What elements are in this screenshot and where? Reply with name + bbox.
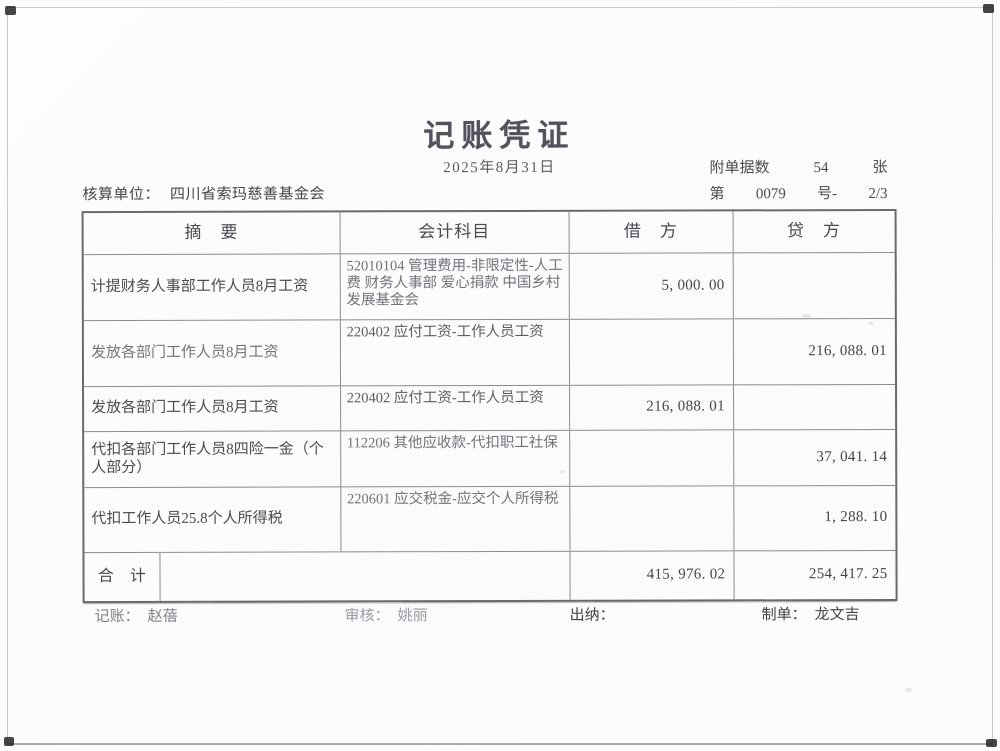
row-credit: 216, 088. 01 xyxy=(734,319,895,384)
table-row: 发放各部门工作人员8月工资 220402 应付工资-工作人员工资 216, 08… xyxy=(84,385,895,432)
row-subject: 112206 其他应收款-代扣职工社保 xyxy=(341,431,570,487)
row-subject: 220402 应付工资-工作人员工资 xyxy=(341,386,570,431)
reviewer-name: 姚丽 xyxy=(398,608,428,624)
total-debit: 415, 976. 02 xyxy=(570,551,734,599)
preparer-name: 龙文吉 xyxy=(815,607,860,623)
voucher-title: 记账凭证 xyxy=(0,109,999,157)
page-indicator: 2/3 xyxy=(868,186,887,203)
preparer-label: 制单： xyxy=(762,607,807,623)
row-debit xyxy=(569,319,733,384)
cashier-signature: 出纳： xyxy=(570,604,623,625)
signature-footer: 记账： 赵蓓 审核： 姚丽 出纳： 制单： 龙文吉 xyxy=(83,603,898,631)
row-summary: 发放各部门工作人员8月工资 xyxy=(84,320,341,386)
reviewer-signature: 审核： 姚丽 xyxy=(345,604,428,625)
row-credit: 37, 041. 14 xyxy=(734,430,895,485)
unit-label: 核算单位： xyxy=(83,187,161,203)
table-row: 代扣各部门工作人员8四险一金（个人部分） 112206 其他应收款-代扣职工社保… xyxy=(84,430,895,488)
header-summary: 摘 要 xyxy=(84,212,341,254)
row-debit: 5, 000. 00 xyxy=(569,253,733,318)
row-summary: 代扣工作人员25.8个人所得税 xyxy=(84,487,341,552)
table-total-row: 合 计 415, 976. 02 254, 417. 25 xyxy=(84,551,895,601)
total-label: 合 计 xyxy=(84,553,160,601)
preparer-signature: 制单： 龙文吉 xyxy=(762,603,860,624)
header-credit: 贷 方 xyxy=(733,211,894,252)
cashier-label: 出纳： xyxy=(570,608,615,624)
total-empty-cell xyxy=(160,552,570,601)
row-subject: 220402 应付工资-工作人员工资 xyxy=(341,320,570,386)
attachment-count: 54 xyxy=(813,160,828,177)
number-suffix: 号- xyxy=(817,182,837,203)
row-summary: 代扣各部门工作人员8四险一金（个人部分） xyxy=(84,431,341,487)
bookkeeper-label: 记账： xyxy=(95,609,140,625)
reviewer-label: 审核： xyxy=(345,608,390,624)
header-debit: 借 方 xyxy=(569,211,733,252)
table-header-row: 摘 要 会计科目 借 方 贷 方 xyxy=(84,211,895,255)
row-debit: 216, 088. 01 xyxy=(570,385,734,429)
row-debit xyxy=(570,486,734,550)
row-debit xyxy=(570,430,734,485)
number-prefix: 第 xyxy=(709,182,724,203)
attachment-count-line: 附单据数 54 张 xyxy=(709,156,887,177)
voucher-number: 0079 xyxy=(756,186,786,203)
attachment-label: 附单据数 xyxy=(709,156,769,177)
row-subject: 220601 应交税金-应交个人所得税 xyxy=(341,487,570,552)
voucher-number-line: 第 0079 号- 2/3 xyxy=(709,182,887,203)
table-row: 计提财务人事部工作人员8月工资 52010104 管理费用-非限定性-人工费 财… xyxy=(84,253,895,321)
table-row: 发放各部门工作人员8月工资 220402 应付工资-工作人员工资 216, 08… xyxy=(84,319,895,387)
unit-name: 四川省索玛慈善基金会 xyxy=(170,186,325,202)
table-row: 代扣工作人员25.8个人所得税 220601 应交税金-应交个人所得税 1, 2… xyxy=(84,486,895,553)
row-subject: 52010104 管理费用-非限定性-人工费 财务人事部 爱心捐款 中国乡村发展… xyxy=(340,254,569,320)
row-credit xyxy=(734,385,895,429)
row-summary: 发放各部门工作人员8月工资 xyxy=(84,386,341,431)
row-summary: 计提财务人事部工作人员8月工资 xyxy=(84,254,341,320)
accounting-unit-line: 核算单位： 四川省索玛慈善基金会 xyxy=(82,182,325,204)
row-credit xyxy=(733,253,894,318)
attachment-unit: 张 xyxy=(872,156,887,177)
bookkeeper-name: 赵蓓 xyxy=(148,609,178,625)
voucher-table: 摘 要 会计科目 借 方 贷 方 计提财务人事部工作人员8月工资 5201010… xyxy=(82,209,898,603)
bookkeeper-signature: 记账： 赵蓓 xyxy=(95,605,178,626)
total-credit: 254, 417. 25 xyxy=(734,551,895,599)
header-subject: 会计科目 xyxy=(340,212,569,254)
row-credit: 1, 288. 10 xyxy=(734,486,895,550)
